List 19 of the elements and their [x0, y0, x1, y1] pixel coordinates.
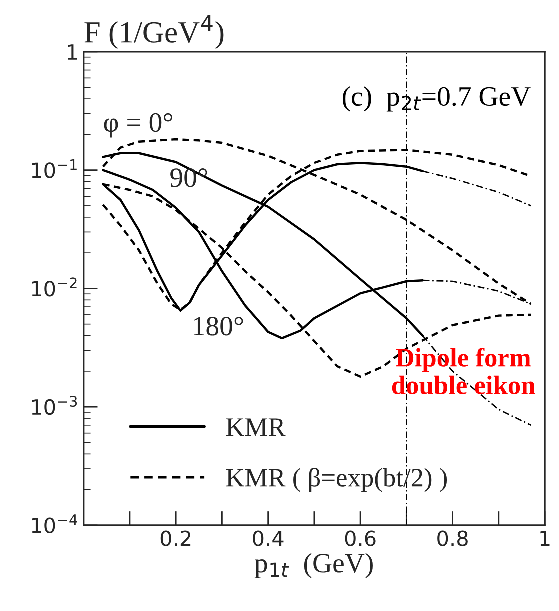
x-tick-label: 1 — [540, 530, 550, 546]
legend-label: KMR ( β=exp(bt/2) ) — [226, 468, 448, 492]
y-tick-label: 10$^{−3}$ — [32, 396, 78, 416]
y-tick-label: 10$^{−1}$ — [32, 159, 77, 178]
y-tick-label: 10$^{−4}$ — [32, 514, 78, 534]
annotation: Dipole form double eikon — [392, 348, 536, 395]
annotation: 90° — [170, 168, 208, 188]
annotation: φ = 0° — [104, 113, 172, 138]
annotation: 180° — [194, 317, 244, 336]
y-tick-label: 1 — [68, 44, 78, 60]
y-axis-title: F (1/GeV$^{4}$) — [84, 15, 224, 50]
legend-label: KMR — [226, 418, 286, 436]
annotation: (c) p$_{2t}$=0.7 GeV — [342, 86, 531, 112]
x-axis-title: p$_{1t}$ (GeV) — [254, 553, 373, 578]
x-tick-label: 0.4 — [253, 530, 284, 546]
y-tick-label: 10$^{−2}$ — [32, 278, 77, 297]
x-tick-label: 0.2 — [160, 530, 191, 546]
x-tick-label: 0.6 — [345, 530, 376, 546]
x-tick-label: 0.8 — [438, 530, 468, 546]
